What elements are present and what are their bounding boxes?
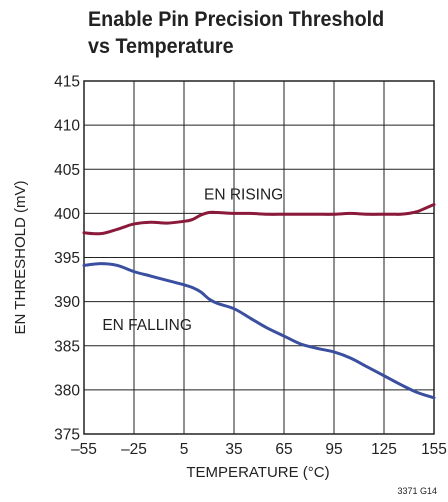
y-tick-label: 405 — [54, 162, 80, 179]
chart-title: Enable Pin Precision Threshold vs Temper… — [88, 6, 417, 60]
series-line-falling — [82, 262, 436, 400]
x-tick-label: 95 — [325, 441, 342, 458]
annotation-en-falling: EN FALLING — [102, 317, 192, 334]
plot-frame — [83, 80, 435, 435]
x-tick-label: 155 — [421, 441, 447, 458]
series-line-rising — [82, 203, 436, 236]
x-tick-label: 35 — [225, 441, 242, 458]
y-tick-label: 400 — [54, 206, 80, 223]
y-tick-label: 390 — [54, 294, 80, 311]
y-tick-label: 415 — [54, 74, 80, 91]
x-tick-label: –55 — [71, 441, 97, 458]
chart-title-line1: Enable Pin Precision Threshold — [88, 8, 385, 31]
annotation-en-rising: EN RISING — [204, 186, 283, 203]
y-tick-label: 385 — [54, 338, 80, 355]
x-tick-label: –25 — [121, 441, 147, 458]
y-axis-label: EN THRESHOLD (mV) — [12, 181, 29, 335]
x-tick-label: 65 — [275, 441, 292, 458]
chart-title-line2: vs Temperature — [88, 35, 234, 58]
figure-id: 3371 G14 — [397, 486, 437, 496]
y-tick-label: 395 — [54, 250, 80, 267]
x-tick-label: 5 — [180, 441, 189, 458]
x-axis-label: TEMPERATURE (°C) — [186, 464, 329, 481]
y-tick-label: 375 — [54, 427, 80, 444]
y-tick-label: 380 — [54, 382, 80, 399]
x-tick-label: 125 — [371, 441, 397, 458]
y-tick-label: 410 — [54, 118, 80, 135]
